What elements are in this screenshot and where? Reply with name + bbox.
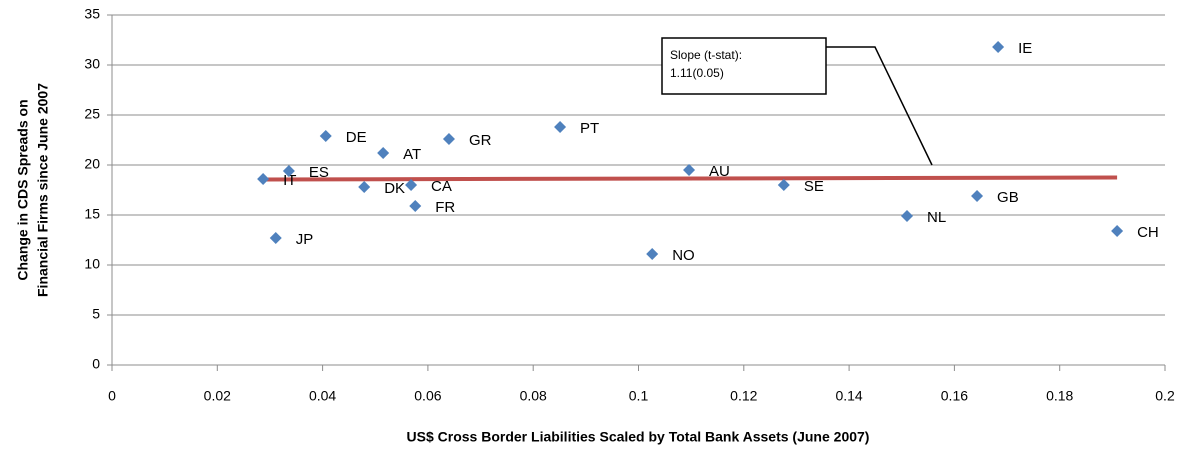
x-tick-label: 0.2 [1155,388,1175,404]
x-tick-label: 0 [108,388,116,404]
point [377,147,390,159]
y-tick-label: 30 [84,56,100,72]
y-tick-label: 35 [84,6,100,22]
point [992,41,1005,53]
point [282,165,295,177]
y-tick-label: 15 [84,206,100,222]
point-label: DK [384,180,405,197]
point [554,121,567,133]
point [683,164,696,176]
point-label: PT [580,120,599,137]
x-tick-label: 0.12 [730,388,757,404]
point [257,173,270,185]
point [409,200,422,212]
point [442,133,455,145]
point-label: SE [804,178,824,195]
point-label: CH [1137,224,1159,241]
point [777,179,790,191]
x-tick-label: 0.18 [1046,388,1073,404]
point [1111,225,1124,237]
x-tick-label: 0.02 [204,388,231,404]
point [646,248,659,260]
x-tick-label: 0.04 [309,388,336,404]
y-axis-title-line: Financial Firms since June 2007 [35,83,51,297]
point [901,210,914,222]
x-tick-label: 0.1 [629,388,649,404]
x-tick-label: 0.14 [835,388,862,404]
point-label: ES [309,164,329,181]
point-label: DE [346,129,367,146]
point-label: AT [403,146,421,163]
point-label: JP [296,231,314,248]
point-label: AU [709,163,730,180]
annotation-text: Slope (t-stat): [670,48,742,62]
x-tick-label: 0.08 [520,388,547,404]
point-label: IT [283,172,296,189]
point [319,130,332,142]
point-label: NL [927,209,946,226]
point [358,181,371,193]
x-axis-title: US$ Cross Border Liabilities Scaled by T… [407,429,870,445]
fit-line [263,175,1118,182]
x-tick-label: 0.06 [414,388,441,404]
y-tick-label: 0 [92,356,100,372]
callout-line [826,46,933,166]
y-tick-label: 5 [92,306,100,322]
point [405,179,418,191]
point [971,190,984,202]
point-label: GR [469,132,492,149]
y-axis-title-line: Change in CDS Spreads on [15,99,31,280]
point-label: CA [431,178,452,195]
point-label: GB [997,189,1019,206]
y-axis-title: Change in CDS Spreads on Financial Firms… [15,83,51,297]
annotation-box [661,37,827,95]
point-label: IE [1018,40,1032,57]
y-tick-label: 25 [84,106,100,122]
y-tick-label: 10 [84,256,100,272]
point [269,232,282,244]
x-tick-label: 0.16 [941,388,968,404]
y-tick-label: 20 [84,156,100,172]
point-label: FR [435,199,455,216]
annotation-text: 1.11(0.05) [670,66,724,80]
point-label: NO [672,247,695,264]
